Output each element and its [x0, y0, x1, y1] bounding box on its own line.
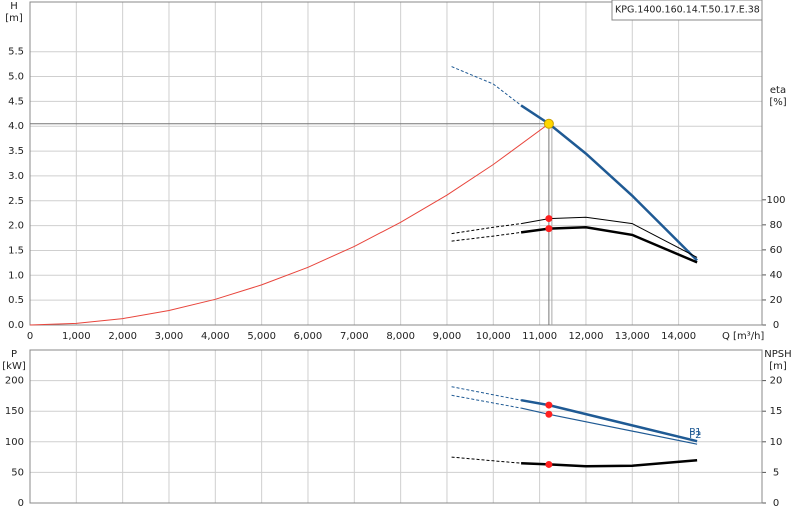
plot-frame: [29, 1, 763, 326]
y2-tick-label: 0: [773, 498, 779, 509]
y-tick-label: 50: [11, 467, 24, 478]
x-tick-label: 9,000: [433, 331, 462, 342]
x-label: Q [m³/h]: [722, 331, 764, 342]
curve-label: P2: [689, 430, 701, 441]
curve: [451, 231, 522, 242]
duty-point: [545, 401, 553, 409]
y2-label: eta: [770, 85, 786, 96]
y-tick-label: 0.0: [8, 320, 24, 331]
duty-point: [545, 215, 553, 223]
x-tick-label: 6,000: [294, 331, 323, 342]
curve: [29, 123, 550, 326]
y2-tick-label: 15: [770, 406, 783, 417]
y-tick-label: 150: [5, 406, 24, 417]
y2-tick-label: 5: [773, 467, 779, 478]
y-tick-label: 4.0: [8, 121, 24, 132]
y2-label: NPSH: [764, 349, 791, 360]
x-tick-label: 13,000: [615, 331, 650, 342]
y-label: H: [10, 1, 18, 12]
duty-point: [545, 460, 553, 468]
x-tick-label: 7,000: [340, 331, 369, 342]
y-tick-label: 3.5: [8, 146, 24, 157]
y2-tick-label: 10: [770, 437, 783, 448]
curve: [451, 394, 522, 409]
plot-frame: [29, 349, 763, 504]
plot-area: [29, 1, 763, 326]
y-tick-label: 5.0: [8, 72, 24, 83]
operating-point: [543, 118, 554, 129]
chart-title: KPG.1400.160.14.T.50.17.E.38: [615, 5, 760, 16]
y2-unit: [%]: [769, 97, 786, 108]
curve-label: P1: [689, 427, 701, 438]
x-tick-label: 4,000: [201, 331, 230, 342]
x-tick-label: 1,000: [62, 331, 91, 342]
y2-tick-label: 40: [770, 270, 783, 281]
y-tick-label: 2.5: [8, 196, 24, 207]
curve: [451, 223, 522, 235]
x-tick-label: 2,000: [108, 331, 137, 342]
plot-area: [29, 349, 763, 504]
x-tick-label: 0: [27, 331, 33, 342]
x-tick-label: 3,000: [155, 331, 184, 342]
y2-tick-label: 100: [766, 195, 785, 206]
y2-tick-label: 60: [770, 245, 783, 256]
x-tick-label: 8,000: [386, 331, 415, 342]
x-tick-label: 12,000: [568, 331, 603, 342]
x-tick-label: 10,000: [476, 331, 511, 342]
y-tick-label: 0.5: [8, 295, 24, 306]
y2-tick-label: 20: [770, 295, 783, 306]
y2-unit: [m]: [769, 361, 787, 372]
x-tick-label: 5,000: [247, 331, 276, 342]
y-tick-label: 1.0: [8, 270, 24, 281]
curve: [451, 456, 522, 464]
x-tick-label: 14,000: [661, 331, 696, 342]
y2-tick-label: 0: [773, 320, 779, 331]
curve: [451, 386, 522, 401]
y-tick-label: 1.5: [8, 245, 24, 256]
curve: [451, 66, 522, 106]
y-tick-label: 0: [18, 498, 24, 509]
curve: [520, 104, 698, 262]
y-unit: [m]: [5, 13, 23, 24]
duty-point: [545, 410, 553, 418]
y-tick-label: 3.0: [8, 171, 24, 182]
curve: [520, 226, 698, 264]
y-tick-label: 5.5: [8, 47, 24, 58]
curve: [521, 458, 698, 468]
y-label: P: [11, 349, 17, 360]
title-box: [611, 0, 763, 21]
y-unit: [kW]: [2, 361, 26, 372]
duty-point: [545, 225, 553, 233]
y-tick-label: 100: [5, 437, 24, 448]
y-tick-label: 2.0: [8, 221, 24, 232]
y-tick-label: 200: [5, 376, 24, 387]
x-tick-label: 11,000: [522, 331, 557, 342]
y2-tick-label: 20: [770, 376, 783, 387]
y2-tick-label: 80: [770, 220, 783, 231]
curve: [521, 216, 698, 258]
y-tick-label: 4.5: [8, 96, 24, 107]
